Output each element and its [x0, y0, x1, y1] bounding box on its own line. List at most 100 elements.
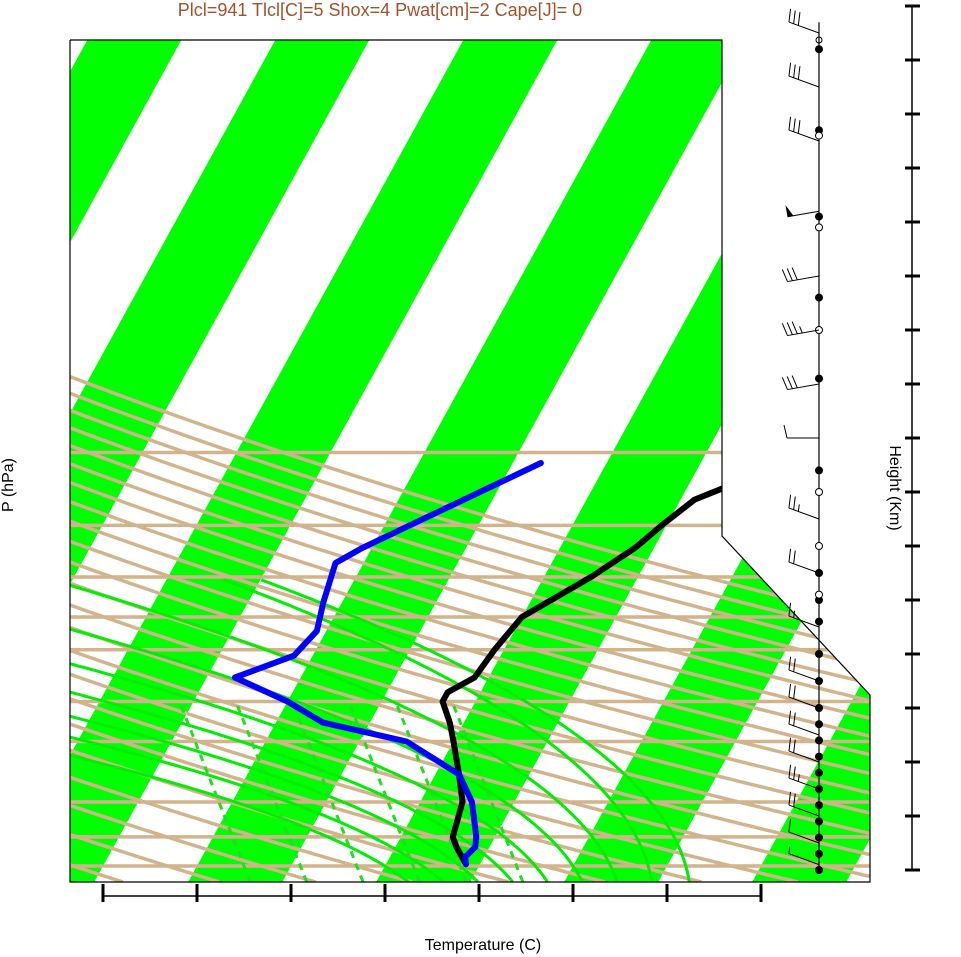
dry-adiabat-line	[70, 87, 870, 882]
wind-barb-pennant	[785, 204, 794, 217]
wind-level-dot	[815, 720, 823, 729]
wind-barb-feather	[793, 685, 796, 699]
wind-level-circle	[815, 590, 823, 599]
wind-barb-feather	[788, 764, 792, 779]
wind-barb-shaft	[788, 804, 820, 817]
dry-adiabat-line	[70, 87, 870, 882]
wind-barb-feather	[788, 737, 792, 752]
temperature-band	[940, 40, 961, 882]
dry-adiabat-line	[70, 87, 870, 882]
wind-barb-feather	[788, 494, 792, 509]
wind-barb-feather	[788, 8, 792, 23]
wind-level-dot	[815, 617, 823, 626]
wind-barb-half-feather	[793, 610, 796, 618]
wind-barb-half-feather	[788, 846, 791, 854]
dry-adiabat-line	[70, 87, 870, 882]
wind-barb-feather	[797, 66, 801, 80]
wind-barb-feather	[781, 323, 788, 336]
wind-barb-feather	[793, 64, 796, 78]
moist-adiabat-line	[70, 578, 549, 882]
wind-barb-feather	[793, 739, 796, 753]
wind-barb-half-feather	[799, 326, 803, 334]
mixing-ratio-line	[347, 702, 421, 882]
wind-barb-feather	[791, 321, 798, 335]
wind-barb-feather	[797, 12, 801, 26]
temperature-band	[70, 40, 558, 882]
wind-barb-feather	[793, 496, 796, 510]
moist-adiabat-line	[70, 672, 410, 882]
wind-barb-shaft	[787, 383, 820, 391]
moist-adiabat-line	[70, 631, 479, 882]
dry-adiabat-line	[70, 87, 317, 882]
dry-adiabat-line	[70, 87, 606, 882]
height-axis-title: Height (Km)	[886, 445, 903, 530]
wind-barb-half-feather	[797, 774, 800, 782]
wind-level-circle	[815, 542, 823, 550]
wind-barb-feather	[793, 766, 796, 780]
dry-adiabat-line	[70, 87, 870, 882]
wind-barb-feather	[791, 267, 798, 281]
wind-barb-feather	[786, 268, 793, 281]
wind-barb-profile	[781, 8, 823, 874]
wind-barb-feather	[783, 424, 788, 439]
wind-barb-feather	[788, 656, 792, 671]
wind-level-dot	[815, 817, 823, 826]
temperature-profile	[439, 460, 789, 868]
mixing-ratio-line	[291, 702, 365, 882]
wind-barb-feather	[793, 550, 796, 564]
wind-level-dot	[815, 866, 823, 874]
y-axis-title: P (hPa)	[0, 458, 17, 512]
moist-adiabat-line	[70, 656, 445, 882]
wind-level-dot	[815, 466, 823, 475]
temperature-band	[752, 40, 870, 882]
wind-barb-shaft	[788, 561, 820, 574]
dry-adiabat-line	[70, 87, 220, 882]
wind-level-dot	[815, 801, 823, 810]
wind-barb-shaft	[787, 275, 820, 283]
chart-title: Plcl=941 Tlcl[C]=5 Shox=4 Pwat[cm]=2 Cap…	[178, 0, 582, 20]
wind-barb-shaft	[788, 75, 820, 88]
dry-adiabat-line	[70, 87, 870, 882]
wind-barb-feather	[788, 602, 792, 617]
moist-adiabat-line	[70, 578, 619, 882]
wind-barb-feather	[788, 791, 792, 806]
wind-level-circle	[815, 223, 823, 232]
wind-barb-feather	[793, 118, 796, 132]
wind-barb-shaft	[788, 615, 820, 628]
x-axis-title: Temperature (C)	[425, 937, 541, 954]
wind-level-dot	[815, 374, 823, 383]
wind-barb-feather	[788, 683, 792, 698]
wind-barb-feather	[781, 269, 788, 282]
dry-adiabat-line	[70, 87, 870, 882]
wind-barb-half-feather	[797, 504, 800, 512]
wind-barb-feather	[788, 818, 792, 833]
dry-adiabat-line	[70, 87, 509, 882]
wind-level-dot	[815, 45, 823, 54]
dry-adiabat-line	[70, 87, 870, 882]
dry-adiabats	[70, 87, 870, 882]
dewpoint-profile	[231, 460, 544, 868]
wind-level-dot	[815, 212, 823, 221]
mixing-ratio-line	[235, 702, 309, 882]
height-axis	[905, 4, 920, 872]
plot-frame	[69, 39, 871, 883]
temperature-band	[188, 40, 746, 882]
wind-barb-shaft	[788, 831, 820, 844]
wind-level-dot	[815, 736, 823, 745]
wind-barb-feather	[793, 658, 796, 672]
dry-adiabat-line	[70, 87, 870, 882]
dry-adiabat-line	[70, 87, 870, 882]
wind-barb-feather	[788, 62, 792, 77]
wind-barb-feather	[786, 376, 793, 389]
dry-adiabat-line	[70, 87, 870, 882]
moist-adiabat-line	[260, 578, 691, 882]
wind-barb-shaft	[788, 696, 820, 709]
wind-level-circle	[815, 488, 823, 496]
wind-barb-shaft	[788, 777, 820, 790]
moist-adiabat-line	[70, 610, 514, 882]
temperature-band	[70, 40, 370, 882]
wind-barb-feather	[786, 322, 793, 335]
wind-level-dot	[815, 650, 823, 658]
wind-level-dot	[815, 768, 823, 777]
moist-adiabats	[70, 578, 691, 882]
